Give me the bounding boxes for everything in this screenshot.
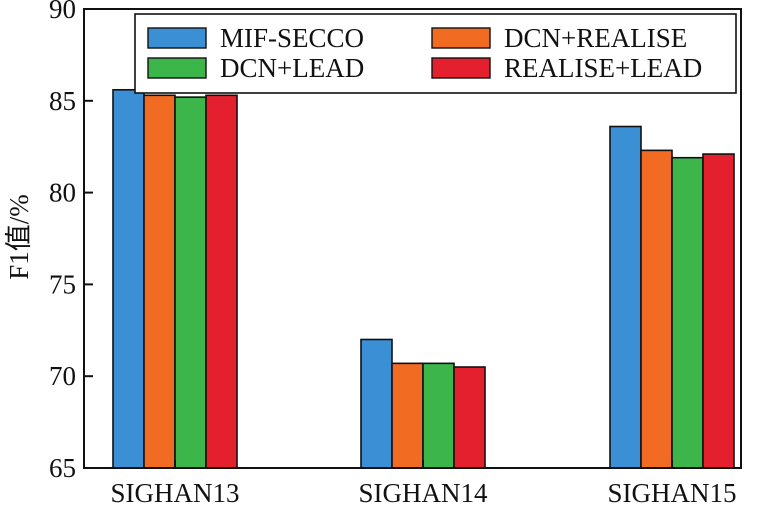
bar-mif-secco-sighan15 (609, 125, 642, 469)
bar-dcn-realise-sighan14 (391, 362, 424, 469)
bar-mif-secco-sighan14 (360, 338, 393, 469)
bar-realise-lead-sighan14 (453, 366, 486, 469)
y-axis-title: F1值/% (4, 194, 34, 280)
legend-swatch (431, 57, 491, 79)
bar-realise-lead-sighan15 (702, 153, 735, 469)
y-tick-label: 70 (49, 361, 76, 391)
bars-group (112, 88, 735, 469)
legend-label: DCN+LEAD (220, 53, 364, 83)
plot-frame (83, 8, 742, 469)
legend-label: DCN+REALISE (504, 23, 687, 53)
legend-label: REALISE+LEAD (504, 53, 702, 83)
legend-swatch (431, 27, 491, 49)
x-axis: SIGHAN13 SIGHAN14 SIGHAN15 (110, 460, 737, 505)
y-tick-label: 85 (49, 86, 76, 116)
y-tick-label: 65 (49, 453, 76, 483)
bar-realise-lead-sighan13 (205, 94, 238, 469)
legend: MIF-SECCO DCN+REALISE DCN+LEAD REALISE+LEAD (134, 13, 737, 94)
bar-mif-secco-sighan13 (112, 88, 145, 469)
legend-label: MIF-SECCO (220, 23, 364, 53)
y-tick-label: 90 (49, 0, 76, 24)
y-axis: 65 70 75 80 85 90 (49, 0, 93, 483)
bar-dcn-lead-sighan15 (671, 156, 704, 469)
legend-swatch (147, 27, 207, 49)
bar-dcn-realise-sighan15 (640, 149, 673, 469)
y-tick-label: 80 (49, 178, 76, 208)
x-category-label: SIGHAN14 (358, 478, 488, 505)
bar-dcn-realise-sighan13 (143, 94, 176, 469)
x-category-label: SIGHAN13 (110, 478, 239, 505)
legend-swatch (147, 57, 207, 79)
y-tick-label: 75 (49, 269, 76, 299)
legend-box (134, 13, 737, 94)
bar-dcn-lead-sighan14 (422, 362, 455, 469)
x-category-label: SIGHAN15 (607, 478, 736, 505)
bar-dcn-lead-sighan13 (174, 96, 207, 469)
